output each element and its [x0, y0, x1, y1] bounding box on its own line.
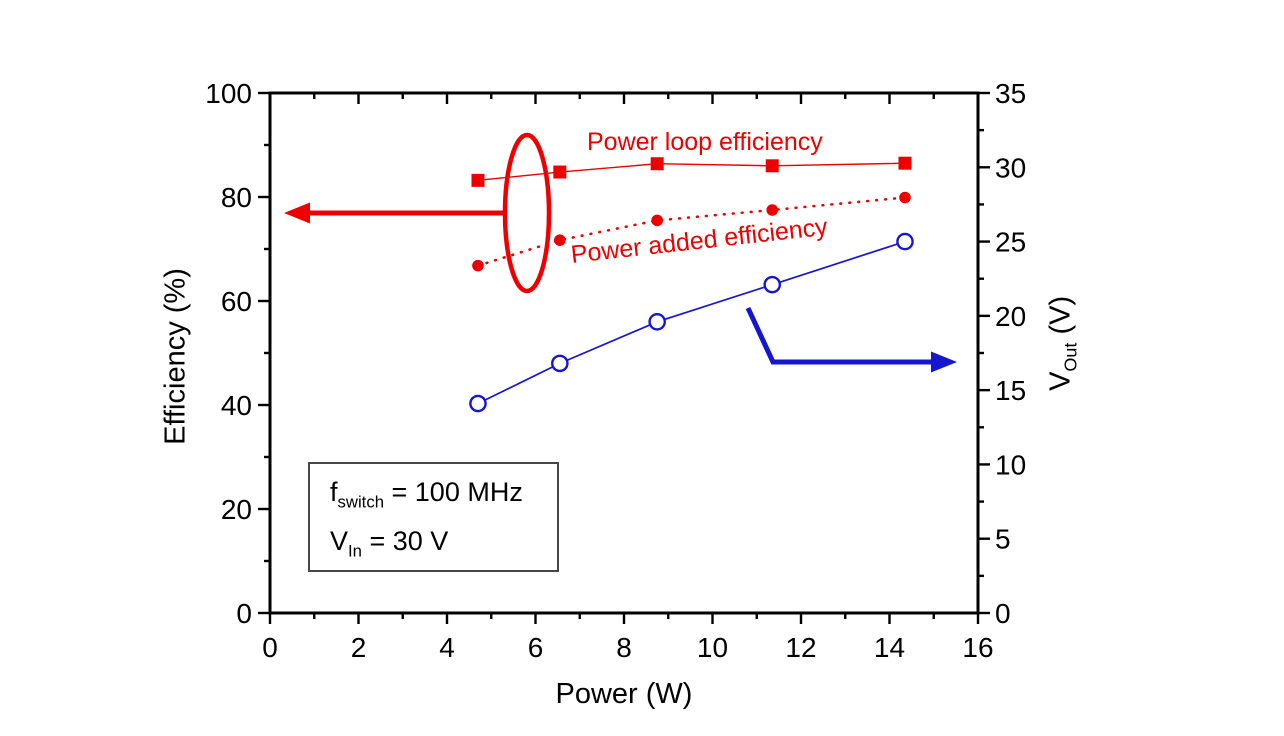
x-tick-label: 8 [616, 632, 632, 663]
marker-open-circle [469, 394, 487, 413]
x-tick-label: 6 [528, 632, 544, 663]
series-line-1 [477, 162, 906, 182]
vin-value: = 30 V [361, 526, 449, 556]
right-axis-arrow-head [931, 351, 957, 373]
series-label-power-loop-efficiency: Power loop efficiency [587, 128, 823, 156]
x-tick-label: 16 [962, 632, 993, 663]
marker-square [553, 165, 567, 179]
marker-dot [472, 259, 484, 272]
fswitch-value: = 100 MHz [384, 477, 523, 507]
param-line-fswitch: fswitch = 100 MHz [330, 468, 557, 517]
param-line-vin: VIn = 30 V [330, 517, 557, 566]
marker-open-circle [648, 312, 666, 331]
marker-dot [651, 214, 663, 227]
x-tick-label: 10 [697, 632, 728, 663]
x-tick-label: 14 [874, 632, 905, 663]
parameter-box: fswitch = 100 MHz VIn = 30 V [308, 462, 559, 572]
y-right-tick-label: 15 [995, 375, 1026, 406]
y-left-axis-title: Efficiency (%) [159, 268, 192, 445]
marker-square [471, 173, 485, 187]
ellipse-annotation [502, 132, 552, 294]
left-axis-arrow-head [284, 202, 310, 224]
y-right-axis-title: VOut (V) [1045, 193, 1082, 493]
y-right-title-rest: (V) [1044, 295, 1077, 343]
marker-square [898, 156, 912, 170]
y-right-tick-label: 0 [995, 598, 1011, 629]
x-axis-title: Power (W) [555, 678, 693, 710]
y-right-tick-label: 25 [995, 227, 1026, 258]
y-left-tick-label: 80 [221, 182, 252, 213]
marker-open-circle [896, 232, 914, 251]
marker-square [765, 159, 779, 173]
y-left-tick-label: 0 [236, 598, 252, 629]
marker-dot [554, 234, 566, 246]
y-right-tick-label: 5 [995, 524, 1011, 555]
x-tick-label: 0 [262, 632, 278, 663]
y-right-title-sub: Out [1060, 342, 1081, 372]
vin-base: V [330, 526, 349, 556]
marker-dot [766, 204, 779, 216]
y-left-tick-label: 20 [221, 494, 252, 525]
x-tick-label: 12 [785, 632, 816, 663]
right-axis-arrow-shaft [745, 306, 936, 365]
x-tick-label: 2 [351, 632, 367, 663]
y-right-tick-label: 35 [995, 78, 1026, 109]
y-right-tick-label: 30 [995, 152, 1026, 183]
vin-sub: In [348, 541, 362, 561]
marker-open-circle [763, 275, 782, 294]
y-left-tick-label: 60 [221, 286, 252, 317]
fswitch-base: f [330, 477, 338, 507]
fswitch-sub: switch [337, 492, 385, 512]
y-right-tick-label: 20 [995, 301, 1026, 332]
x-tick-label: 4 [439, 632, 455, 663]
y-left-tick-label: 100 [205, 78, 252, 109]
marker-square [650, 157, 664, 171]
marker-dot [899, 191, 911, 204]
marker-open-circle [551, 354, 569, 373]
y-right-tick-label: 10 [995, 449, 1026, 480]
y-left-tick-label: 40 [221, 390, 252, 421]
y-right-title-base: V [1044, 371, 1077, 391]
plot-frame [268, 91, 980, 615]
